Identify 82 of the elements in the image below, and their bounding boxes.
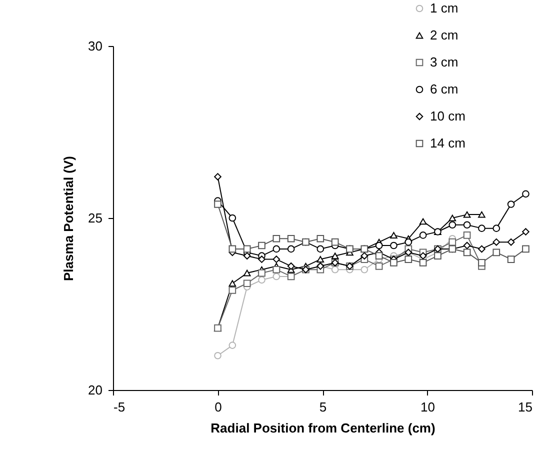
point bbox=[228, 280, 236, 287]
point bbox=[375, 242, 383, 250]
point bbox=[228, 245, 236, 253]
point bbox=[419, 218, 427, 225]
point bbox=[448, 238, 456, 246]
point bbox=[258, 276, 266, 284]
point bbox=[331, 266, 339, 274]
point bbox=[522, 190, 530, 198]
point bbox=[331, 252, 339, 260]
point bbox=[272, 256, 280, 263]
point bbox=[434, 252, 442, 260]
point bbox=[492, 238, 500, 246]
point bbox=[478, 245, 486, 253]
y-tick-label: 20 bbox=[88, 382, 102, 398]
point bbox=[463, 232, 471, 239]
point bbox=[390, 232, 398, 238]
point bbox=[243, 252, 251, 260]
y-tick-label: 30 bbox=[88, 38, 102, 54]
point bbox=[228, 214, 236, 222]
point bbox=[243, 245, 251, 253]
point bbox=[272, 245, 280, 253]
point bbox=[419, 252, 427, 260]
point bbox=[214, 200, 222, 208]
point bbox=[463, 221, 471, 229]
point bbox=[404, 256, 412, 263]
point bbox=[287, 262, 295, 270]
point bbox=[478, 211, 486, 218]
point bbox=[507, 238, 515, 246]
point bbox=[272, 266, 280, 274]
legend-label: 2 cm bbox=[430, 28, 458, 42]
point bbox=[390, 259, 398, 266]
point bbox=[228, 342, 236, 349]
x-tick-label: 5 bbox=[319, 400, 327, 414]
point bbox=[258, 242, 266, 250]
point bbox=[463, 211, 471, 218]
point bbox=[522, 228, 530, 236]
legend-label: 14 cm bbox=[430, 136, 466, 150]
point bbox=[463, 248, 471, 256]
point bbox=[214, 173, 222, 180]
point bbox=[331, 238, 339, 246]
point bbox=[492, 248, 500, 256]
point bbox=[272, 272, 280, 280]
point bbox=[214, 352, 222, 360]
point bbox=[507, 200, 515, 208]
point bbox=[316, 234, 324, 242]
point bbox=[258, 256, 266, 263]
legend-label: 6 cm bbox=[430, 82, 458, 96]
point bbox=[419, 232, 427, 239]
point bbox=[507, 256, 515, 263]
point bbox=[287, 245, 295, 253]
y-axis-title: Plasma Potential (V) bbox=[61, 156, 76, 281]
point bbox=[360, 266, 368, 274]
point bbox=[258, 269, 266, 277]
x-axis-title: Radial Position from Centerline (cm) bbox=[210, 420, 436, 436]
point bbox=[478, 224, 486, 232]
legend-label: 3 cm bbox=[430, 54, 458, 70]
y-tick-label: 25 bbox=[88, 210, 102, 226]
point bbox=[316, 245, 324, 253]
x-tick-label: 15 bbox=[518, 400, 532, 414]
x-tick-label: 0 bbox=[214, 400, 222, 414]
point bbox=[463, 242, 471, 250]
x-tick-label: 10 bbox=[420, 400, 435, 414]
legend-label: 1 cm bbox=[430, 0, 458, 16]
point bbox=[375, 252, 383, 260]
point bbox=[448, 221, 456, 229]
point bbox=[390, 242, 398, 250]
x-tick-label: -5 bbox=[114, 400, 126, 414]
point bbox=[316, 256, 324, 263]
point bbox=[522, 245, 530, 253]
point bbox=[448, 214, 456, 222]
point bbox=[243, 280, 251, 288]
point bbox=[228, 286, 236, 294]
point bbox=[404, 238, 412, 246]
point bbox=[287, 234, 295, 242]
point bbox=[360, 252, 368, 260]
point bbox=[243, 270, 251, 276]
legend-label: 10 cm bbox=[430, 108, 466, 124]
point bbox=[272, 234, 280, 242]
point bbox=[419, 259, 427, 266]
point bbox=[375, 262, 383, 270]
point bbox=[478, 259, 486, 266]
point bbox=[492, 224, 500, 232]
